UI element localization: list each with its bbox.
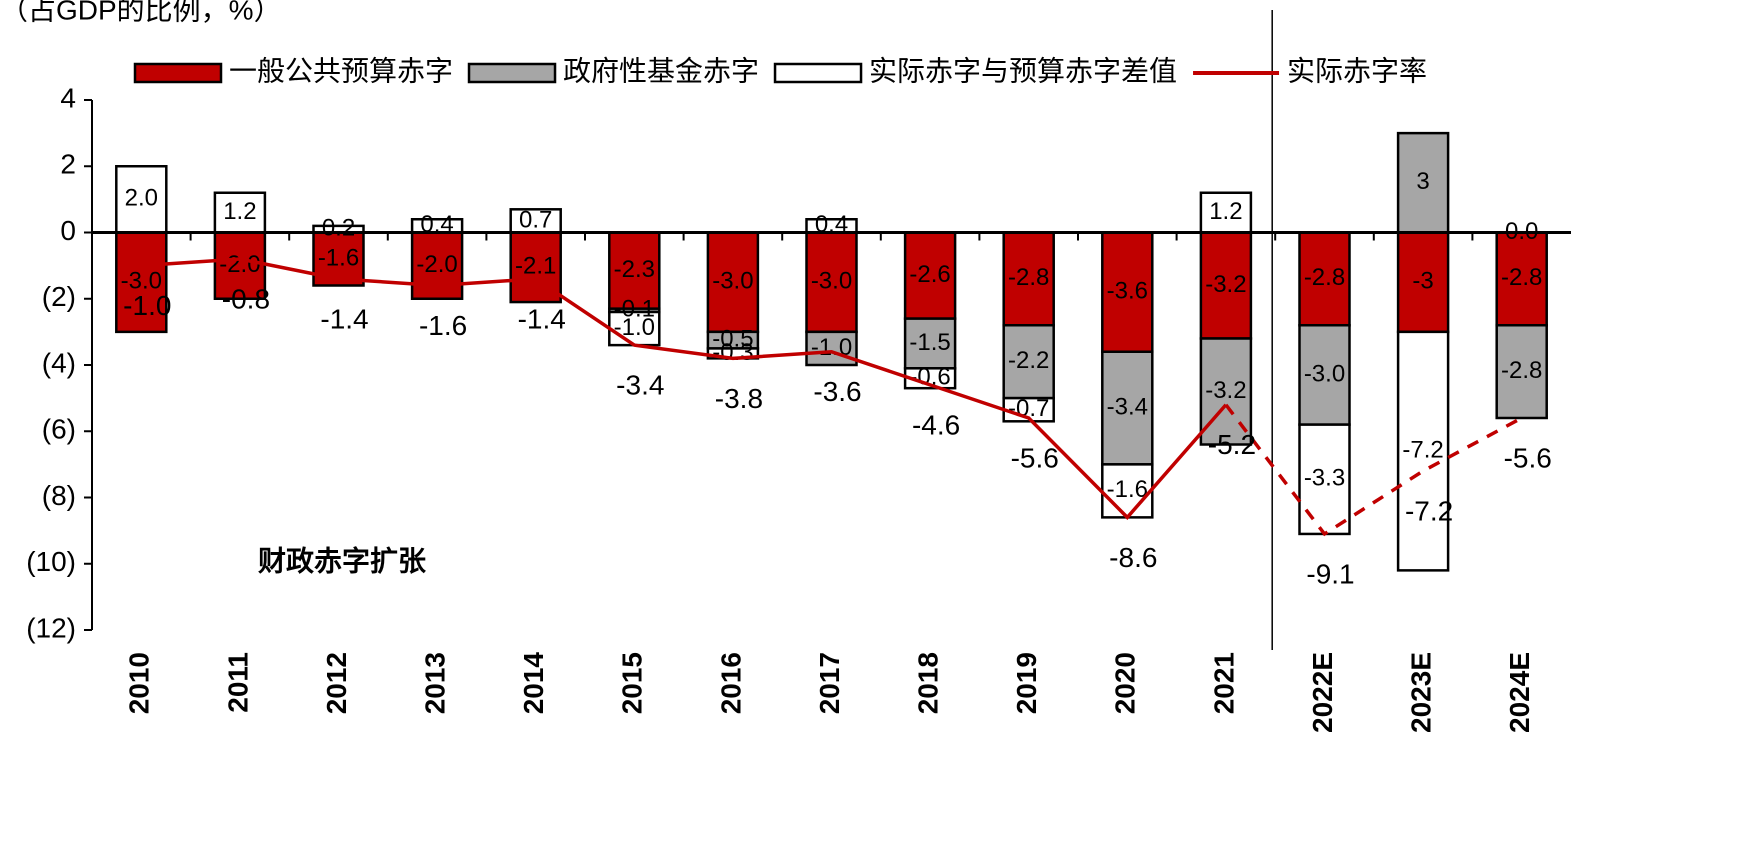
bar-segment [706,231,760,334]
bar-value-label: -0.1 [614,296,655,323]
x-tick-label: 2023E [1405,652,1436,733]
bar-value-label: -3.2 [1205,377,1246,404]
bar-value-label: 1.2 [1209,198,1242,225]
bar-value-label: -2.0 [416,251,457,278]
line-value-label: -1.4 [518,303,566,334]
bar-value-label: -0.5 [712,326,753,353]
bar-value-label: -3 [1412,268,1433,295]
x-tick-label: 2016 [715,652,746,714]
bar-segment [1298,324,1351,426]
y-axis-label: （占GDP的比例，%） [0,0,282,25]
x-tick-label: 2018 [912,652,943,714]
legend-label: 实际赤字与预算赤字差值 [869,55,1177,86]
y-tick-label: (2) [42,281,76,312]
x-tick-label: 2010 [124,652,155,714]
bar-value-label: -2.8 [1501,357,1542,384]
x-tick-label: 2017 [814,652,845,714]
bar-segment [805,330,858,367]
y-tick-label: (8) [42,480,76,511]
bar-segment [1495,324,1548,420]
bar-segment [213,231,267,300]
line-value-label: -4.6 [912,409,960,440]
y-tick-label: (10) [26,546,76,577]
line-value-label: -3.8 [715,383,763,414]
line-value-label: -9.1 [1306,558,1354,589]
bar-segment [1101,231,1154,353]
bar-value-label: -2.0 [219,251,260,278]
bar-value-label: -2.1 [515,253,556,280]
bar-value-label: 2.0 [125,185,158,212]
bar-value-label: 0.7 [519,206,552,233]
bar-value-label: -1.6 [318,244,359,271]
bar-segment [1396,131,1450,234]
bar-segment [1396,330,1450,572]
bar-value-label: 1.2 [223,198,256,225]
x-tick-label: 2011 [222,652,253,713]
y-tick-label: (4) [42,347,76,378]
bar-value-label: -3.4 [1107,393,1148,420]
line-value-label: -5.6 [1011,442,1059,473]
legend-label: 一般公共预算赤字 [229,55,453,86]
line-value-label: -1.0 [123,290,171,321]
x-tick-label: 2020 [1110,652,1141,714]
y-tick-label: 4 [60,82,76,113]
bar-value-label: -3.0 [811,268,852,295]
bar-value-label: -1.5 [909,329,950,356]
y-tick-label: 2 [60,149,76,180]
line-value-label: -1.6 [419,310,467,341]
line-series [1224,403,1523,537]
line-value-label: -5.2 [1208,429,1256,460]
y-tick-label: (6) [42,414,76,445]
bar-value-label: -2.8 [1304,264,1345,291]
bar-value-label: -3.0 [712,268,753,295]
legend-swatch [133,62,223,84]
line-series [141,257,1228,520]
bar-value-label: -0.3 [712,339,753,366]
line-value-label: -0.8 [222,283,270,314]
bar-segment [213,191,267,234]
bar-value-label: -3.2 [1205,271,1246,298]
line-value-label: -3.6 [813,376,861,407]
legend-label: 实际赤字率 [1287,55,1427,86]
legend-label: 政府性基金赤字 [563,55,759,86]
bar-value-label: -2.3 [614,256,655,283]
bar-value-label: -3.3 [1304,465,1345,492]
bar-value-label: -1.6 [1107,476,1148,503]
bar-segment [1002,324,1055,400]
line-value-label: -3.4 [616,370,664,401]
line-value-label: -5.6 [1504,442,1552,473]
x-tick-label: 2021 [1208,652,1239,714]
y-tick-label: 0 [60,215,76,246]
bar-segment [115,165,168,234]
legend-swatch [773,62,863,84]
bar-segment [1298,423,1351,536]
line-value-label: -7.2 [1405,495,1453,526]
bar-value-label: -2.8 [1008,264,1049,291]
bar-value-label: 0.2 [322,215,355,242]
bar-value-label: 0.4 [815,211,848,238]
bar-value-label: 3 [1416,168,1429,195]
x-tick-label: 2014 [518,652,549,715]
bar-value-label: 0.4 [420,211,453,238]
x-tick-label: 2024E [1504,652,1535,733]
bar-value-label: -7.2 [1402,436,1443,463]
x-tick-label: 2022E [1307,652,1338,733]
legend-swatch [467,62,557,84]
bar-value-label: -2.6 [909,261,950,288]
line-value-label: -1.4 [320,303,368,334]
line-value-label: -8.6 [1109,542,1157,573]
x-tick-label: 2013 [419,652,450,714]
x-tick-label: 2019 [1011,652,1042,714]
bar-value-label: -3.0 [121,268,162,295]
bar-value-label: -2.8 [1501,264,1542,291]
annotation: 财政赤字扩张 [258,544,426,576]
bar-value-label: 0.0 [1505,218,1538,245]
y-tick-label: (12) [26,612,76,643]
bar-value-label: -2.2 [1008,347,1049,374]
bar-value-label: -3.6 [1107,277,1148,304]
x-tick-label: 2015 [617,652,648,714]
x-tick-label: 2012 [321,652,352,714]
bar-value-label: -3.0 [1304,360,1345,387]
